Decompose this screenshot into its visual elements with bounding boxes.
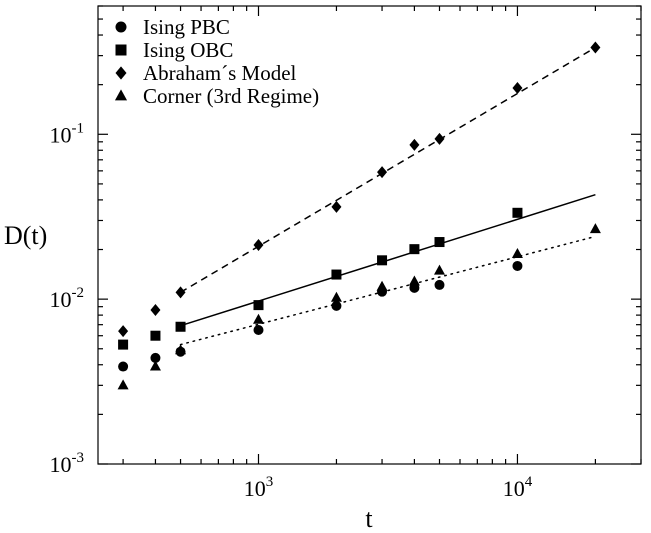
legend-marker-square — [115, 44, 127, 56]
legend-label: Ising PBC — [143, 15, 230, 39]
data-point-diamond — [434, 132, 445, 145]
data-point-triangle — [511, 247, 523, 258]
y-tick-label: 10-2 — [50, 285, 85, 312]
data-point-square — [434, 237, 445, 248]
legend-label: Corner (3rd Regime) — [143, 84, 319, 108]
legend-label: Ising OBC — [143, 38, 233, 62]
fit-line-dashed — [180, 46, 596, 293]
series-square — [118, 207, 523, 350]
plot-frame — [97, 5, 642, 465]
data-point-diamond — [150, 303, 161, 316]
data-point-triangle — [376, 280, 388, 291]
data-point-diamond — [512, 81, 523, 94]
data-point-diamond — [590, 41, 601, 54]
data-point-diamond — [118, 325, 129, 338]
legend-marker-diamond — [115, 66, 127, 80]
data-point-circle — [253, 324, 264, 335]
data-point-diamond — [175, 286, 186, 299]
data-point-triangle — [433, 264, 445, 275]
x-tick-label: 104 — [503, 474, 533, 501]
fit-line-solid — [180, 193, 596, 327]
data-point-triangle — [330, 291, 342, 302]
data-point-diamond — [409, 138, 420, 151]
data-point-square — [377, 255, 388, 266]
data-point-circle — [434, 279, 445, 290]
data-point-square — [409, 244, 420, 255]
legend-label: Abraham´s Model — [143, 61, 297, 85]
data-point-square — [253, 300, 264, 311]
series-triangle — [117, 223, 601, 390]
data-point-triangle — [175, 344, 187, 355]
x-tick-label: 103 — [244, 474, 274, 501]
data-point-circle — [512, 260, 523, 271]
data-point-triangle — [149, 360, 161, 371]
data-point-triangle — [117, 379, 129, 390]
series-circle — [118, 260, 523, 372]
axis-ticks: 103 104 10-3 10-2 10-1 — [50, 5, 642, 501]
y-tick-label: 10-3 — [50, 450, 85, 477]
x-axis-label: t — [365, 504, 373, 533]
y-tick-label: 10-1 — [50, 120, 85, 147]
data-point-square — [512, 207, 523, 218]
data-point-square — [150, 330, 161, 341]
data-point-diamond — [253, 239, 264, 252]
data-point-diamond — [331, 200, 342, 213]
data-point-diamond — [377, 166, 388, 179]
data-point-square — [331, 269, 342, 280]
data-point-triangle — [252, 313, 264, 324]
data-point-circle — [150, 352, 161, 363]
data-point-triangle — [408, 275, 420, 286]
y-axis-label: D(t) — [4, 221, 47, 250]
data-point-square — [118, 339, 129, 350]
legend-marker-circle — [115, 21, 127, 33]
plot-area — [97, 5, 642, 465]
data-point-square — [175, 321, 186, 332]
fit-lines — [179, 46, 597, 346]
data-point-circle — [118, 361, 129, 372]
legend-marker-triangle — [114, 89, 128, 101]
data-point-triangle — [589, 223, 601, 234]
series-diamond — [118, 41, 601, 338]
data-marks — [117, 41, 601, 390]
data-point-circle — [331, 300, 342, 311]
fit-line-dotted — [179, 235, 597, 346]
